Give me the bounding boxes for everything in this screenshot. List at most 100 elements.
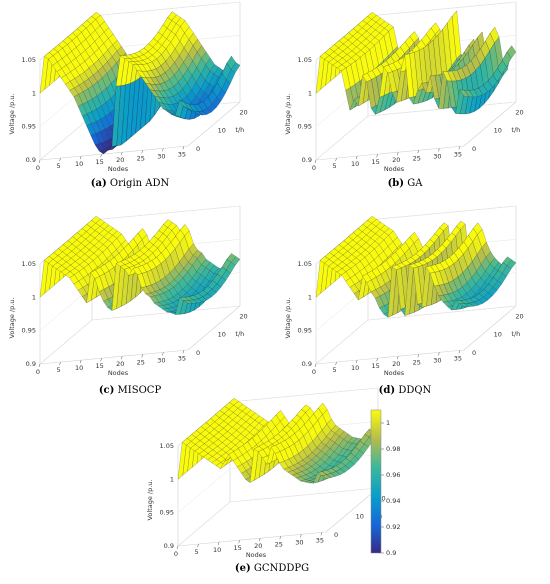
z-axis-label: Voltage /p.u. xyxy=(146,479,154,520)
z-tick-label: 1.05 xyxy=(22,56,36,64)
x-tick-label: 30 xyxy=(433,152,441,160)
x-tick-label: 0 xyxy=(312,164,316,172)
x-tick xyxy=(182,146,185,150)
y-tick-label: 0 xyxy=(472,145,476,153)
x-tick-label: 10 xyxy=(351,160,359,168)
x-tick xyxy=(458,146,461,150)
y-tick-label: 20 xyxy=(515,108,523,116)
x-tick-label: 5 xyxy=(56,162,60,170)
x-tick-label: 0 xyxy=(312,368,316,376)
x-tick-label: 20 xyxy=(392,156,400,164)
x-tick-label: 25 xyxy=(137,154,145,162)
voltage-surface xyxy=(315,215,517,318)
axes-box-edge xyxy=(463,101,517,147)
colorbar-tick-label: 0.9 xyxy=(386,549,396,557)
x-tick xyxy=(258,538,261,542)
voltage-surface xyxy=(39,11,241,155)
axes-box-edge xyxy=(187,305,241,351)
x-tick-label: 10 xyxy=(75,364,83,372)
y-tick-label: 20 xyxy=(515,312,523,320)
x-tick-label: 15 xyxy=(234,544,242,552)
y-axis-label: t/h xyxy=(235,126,244,134)
voltage-surface xyxy=(177,397,379,484)
x-tick xyxy=(396,152,399,156)
x-tick xyxy=(176,545,179,550)
x-tick-label: 35 xyxy=(454,150,462,158)
y-tick-label: 10 xyxy=(218,127,226,135)
x-tick xyxy=(162,352,164,356)
z-tick-label: 1 xyxy=(32,89,36,97)
panel-caption-name: MISOCP xyxy=(114,385,161,396)
panel-caption-label: (d) xyxy=(379,385,395,396)
x-tick xyxy=(141,150,144,154)
y-tick-label: 20 xyxy=(239,108,247,116)
surface-patch xyxy=(459,89,469,97)
x-tick xyxy=(320,532,323,536)
z-tick-label: 1 xyxy=(308,293,312,301)
x-tick xyxy=(279,536,282,540)
surface-patch xyxy=(183,300,194,304)
panel-e: 05101520253035010200.90.9511.05Nodest/hV… xyxy=(146,387,386,574)
x-tick xyxy=(458,350,461,354)
z-tick-label: 0.9 xyxy=(302,360,312,368)
panel-b: 0 5 10 15 20 25 30 35 0 10 20 0.9 0.95 1 1.05 Nodes t/h V… xyxy=(284,1,524,189)
panel-caption-name: GA xyxy=(404,178,423,189)
surface-patch xyxy=(459,303,470,307)
x-tick-label: 20 xyxy=(392,360,400,368)
x-axis-label: Nodes xyxy=(384,369,405,377)
x-tick-label: 30 xyxy=(157,152,165,160)
z-tick-label: 0.95 xyxy=(22,327,36,335)
x-tick xyxy=(120,356,123,360)
y-tick-label: 20 xyxy=(377,494,385,502)
z-tick-label: 0.9 xyxy=(26,360,36,368)
panel-caption-name: GCNDDPG xyxy=(251,563,309,574)
z-tick-label: 1.05 xyxy=(22,260,36,268)
x-tick-label: 30 xyxy=(433,356,441,364)
x-tick xyxy=(417,354,420,358)
x-tick-label: 10 xyxy=(213,546,221,554)
x-tick-label: 35 xyxy=(178,150,186,158)
x-tick xyxy=(376,154,378,158)
x-tick xyxy=(335,157,337,162)
x-tick-label: 25 xyxy=(413,358,421,366)
colorbar-tick-label: 0.94 xyxy=(386,497,400,505)
x-tick-label: 0 xyxy=(174,550,178,558)
panel-caption: (c) MISOCP xyxy=(99,385,162,396)
x-tick-label: 35 xyxy=(316,536,324,544)
y-axis-label: t/h xyxy=(235,330,244,338)
panel-caption-name: DDQN xyxy=(395,385,431,396)
axes-box-edge xyxy=(177,531,327,547)
y-tick-label: 10 xyxy=(494,127,502,135)
x-tick-label: 10 xyxy=(75,160,83,168)
x-tick xyxy=(38,363,41,368)
z-gridline xyxy=(315,305,517,365)
x-tick xyxy=(79,156,82,160)
x-tick xyxy=(417,150,420,154)
x-tick-label: 20 xyxy=(116,360,124,368)
y-tick-label: 0 xyxy=(334,531,338,539)
x-tick-label: 35 xyxy=(178,354,186,362)
z-axis-label: Voltage /p.u. xyxy=(284,297,292,338)
y-tick-label: 10 xyxy=(494,331,502,339)
x-tick xyxy=(79,360,82,364)
z-axis-label: Voltage /p.u. xyxy=(8,93,16,134)
z-gridline xyxy=(315,101,517,161)
z-tick-label: 1 xyxy=(308,89,312,97)
y-axis-label: t/h xyxy=(511,126,520,134)
panel-caption-label: (c) xyxy=(99,385,115,396)
panel-caption-name: Origin ADN xyxy=(107,178,170,189)
z-tick-label: 0.9 xyxy=(26,156,36,164)
x-axis-label: Nodes xyxy=(384,165,405,173)
colorbar-tick-label: 0.92 xyxy=(386,523,400,531)
x-tick xyxy=(100,154,102,158)
x-tick-label: 5 xyxy=(194,548,198,556)
axes-ticks: 0 5 10 15 20 25 30 35 0 10 20 0.9 0.95 1 1.05 Nodes t/h V… xyxy=(284,260,524,377)
x-tick-label: 25 xyxy=(137,358,145,366)
z-tick-label: 0.95 xyxy=(298,123,312,131)
x-tick xyxy=(197,543,199,548)
surface-patch xyxy=(183,106,193,113)
colorbar-tick-label: 0.98 xyxy=(386,445,400,453)
axes-box-edge xyxy=(187,101,241,147)
y-tick-label: 0 xyxy=(196,145,200,153)
panel-a: 0 5 10 15 20 25 30 35 0 10 20 0.9 0.95 1 1.05 Nodes t/h V… xyxy=(8,1,248,189)
